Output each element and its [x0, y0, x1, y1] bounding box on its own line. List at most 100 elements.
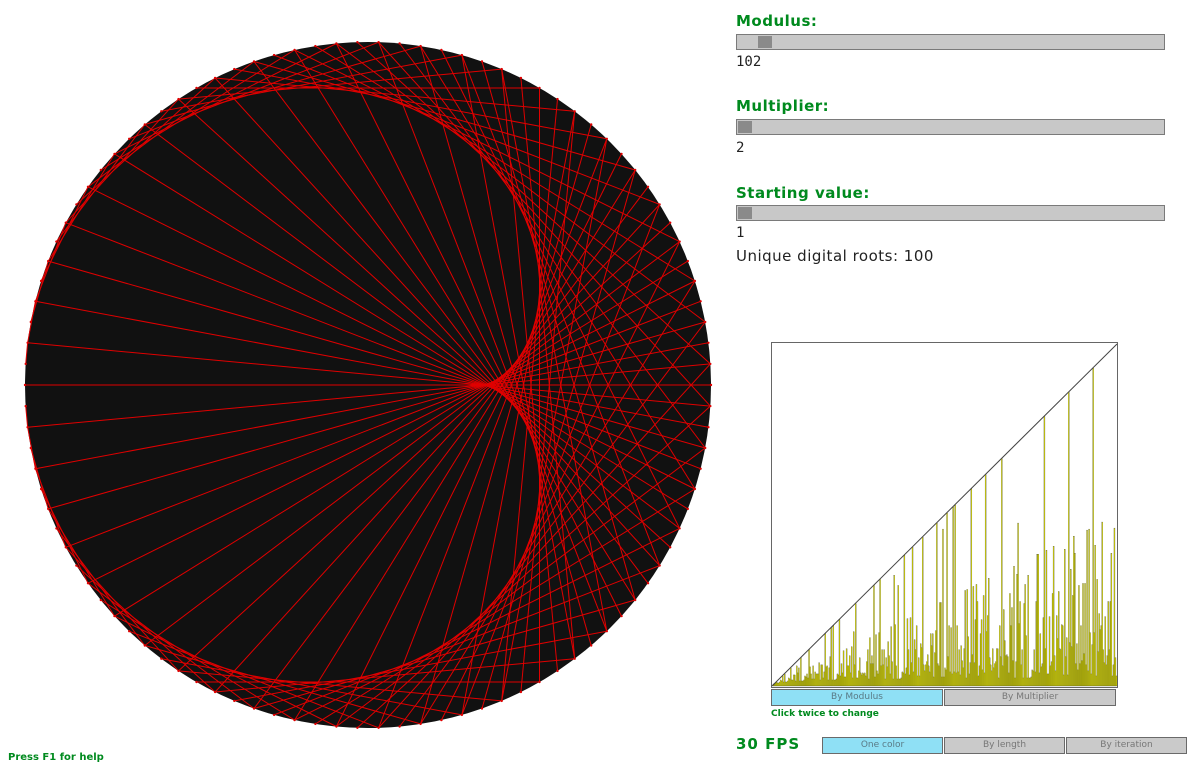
histogram-bar	[844, 676, 847, 687]
histogram-bar	[915, 625, 918, 687]
histogram-bar	[1042, 617, 1045, 687]
chord-line	[129, 41, 379, 140]
histogram-bar	[933, 676, 935, 687]
histogram-bar	[817, 673, 819, 687]
histogram-bar	[883, 649, 885, 687]
starting-value-value: 1	[736, 225, 745, 241]
circle-node	[538, 680, 541, 684]
histogram-bar	[1046, 673, 1049, 687]
chord-line	[27, 363, 711, 428]
histogram-bar	[1061, 624, 1063, 687]
histogram-bar	[893, 575, 895, 687]
histogram-bar	[879, 579, 881, 687]
circle-node	[55, 240, 58, 243]
circle-node	[195, 680, 198, 684]
histogram-bar	[942, 528, 944, 687]
circle-node	[86, 185, 90, 188]
histogram-bar	[789, 678, 791, 687]
histogram-bar	[903, 555, 906, 687]
histogram-bar	[932, 633, 934, 687]
histogram-bar	[966, 589, 968, 687]
circle-node	[500, 699, 503, 703]
by-multiplier-button[interactable]: By Multiplier	[944, 689, 1116, 706]
chord-line	[294, 49, 636, 601]
chord-line	[25, 342, 29, 364]
histogram-bar	[1034, 671, 1036, 687]
circle-node	[556, 97, 559, 101]
histogram-bar	[920, 643, 922, 687]
histogram-bar	[1084, 583, 1086, 687]
histogram-bar	[863, 673, 865, 687]
histogram-bar	[1097, 651, 1099, 687]
starting-value-slider[interactable]	[736, 205, 1165, 221]
histogram-bar	[790, 667, 792, 687]
circle-node	[177, 97, 180, 101]
histogram-bar	[806, 673, 808, 687]
histogram-bar	[910, 662, 913, 687]
histogram-bar	[1113, 527, 1116, 687]
histogram-bar	[843, 676, 846, 687]
histogram-bar	[1066, 637, 1068, 687]
histogram-bar	[820, 664, 822, 687]
histogram-bar	[988, 578, 990, 687]
histogram-bar	[950, 627, 952, 687]
multiplier-value: 2	[736, 140, 745, 156]
circle-node	[47, 259, 50, 263]
color-mode-by-length-button[interactable]: By length	[944, 737, 1065, 754]
histogram-bar	[978, 665, 981, 687]
histogram-bar	[812, 665, 814, 687]
histogram-bar	[1051, 593, 1054, 687]
multiplier-slider[interactable]	[736, 119, 1165, 135]
histogram-bar	[851, 646, 853, 687]
by-modulus-button[interactable]: By Modulus	[771, 689, 943, 706]
circle-node	[634, 168, 637, 172]
histogram-bar	[1060, 649, 1062, 687]
histogram-bar	[930, 633, 932, 687]
histogram-bar	[1075, 663, 1077, 687]
histogram-bar	[891, 661, 893, 687]
histogram-bar	[793, 674, 795, 687]
color-mode-by-iteration-button[interactable]: By iteration	[1066, 737, 1187, 754]
chord-line	[420, 124, 592, 725]
circle-node	[160, 110, 163, 113]
circle-node	[693, 487, 697, 491]
circle-node	[233, 67, 236, 71]
histogram-bar	[1049, 665, 1052, 687]
starting-value-slider-thumb[interactable]	[738, 207, 752, 219]
circle-node	[646, 185, 650, 188]
histogram-bar	[936, 522, 938, 687]
histogram-bar	[1086, 529, 1088, 687]
circle-node	[377, 726, 380, 729]
circle-node	[143, 644, 146, 647]
circle-node	[419, 722, 422, 726]
histogram-bar	[896, 678, 898, 687]
histogram-bar	[1021, 649, 1023, 687]
chord-line	[461, 111, 576, 715]
histogram-bar	[1099, 629, 1101, 687]
histogram-bar	[1029, 677, 1031, 687]
histogram-bar	[838, 619, 841, 687]
histogram-bar	[1000, 656, 1002, 687]
chord-line	[87, 582, 255, 709]
histogram-bar	[821, 664, 823, 687]
circle-node	[143, 123, 146, 126]
histogram-bar	[795, 680, 797, 687]
histogram-bar	[1028, 677, 1030, 687]
modulus-slider-thumb[interactable]	[758, 36, 772, 48]
histogram-bar	[977, 675, 980, 687]
histogram-bar	[1023, 603, 1025, 687]
chord-line	[481, 61, 636, 601]
modulus-slider[interactable]	[736, 34, 1165, 50]
histogram-bar	[921, 647, 923, 687]
histogram-bar	[874, 676, 876, 687]
histogram-bar	[1105, 664, 1107, 687]
chord-line	[234, 630, 607, 702]
modulus-value: 102	[736, 54, 762, 70]
multiplier-slider-thumb[interactable]	[738, 121, 752, 133]
histogram-bar	[837, 674, 840, 687]
histogram-bar	[979, 633, 982, 687]
histogram-bar	[926, 661, 928, 687]
histogram-bar	[781, 680, 783, 687]
chord-line	[215, 77, 575, 112]
color-mode-one-color-button[interactable]: One color	[822, 737, 943, 754]
